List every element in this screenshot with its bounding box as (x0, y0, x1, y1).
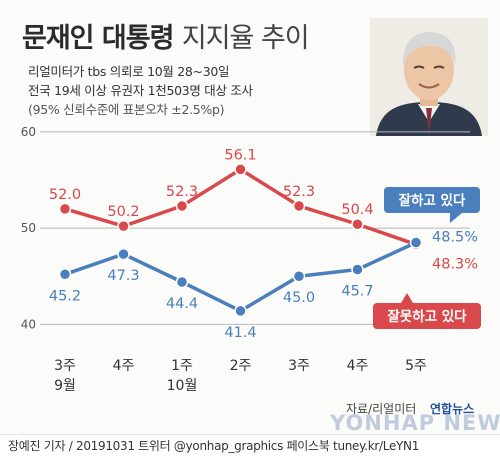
legend-label-disapprove: 잘못하고 있다 (387, 308, 467, 325)
legend-callout-approve (384, 187, 480, 213)
data-label-disapprove: 52.3 (283, 184, 315, 200)
data-label-approve: 48.5% (432, 230, 478, 246)
data-label-approve: 44.4 (166, 296, 198, 312)
title-main: 문재인 대통령 (22, 23, 174, 54)
y-tick-label: 50 (21, 221, 36, 235)
data-source: 자료/리얼미터 (346, 402, 417, 416)
data-label-approve: 41.4 (224, 325, 256, 341)
data-label-disapprove: 56.1 (224, 147, 256, 163)
data-point-disapprove (292, 199, 306, 213)
legend-callout-disapprove (373, 303, 481, 329)
data-label-disapprove: 52.3 (166, 184, 198, 200)
x-tick-label: 4주 (113, 358, 135, 374)
legend-label-approve: 잘하고 있다 (399, 192, 466, 209)
data-point-approve (351, 263, 364, 276)
x-tick-label: 1주 (171, 358, 193, 374)
data-label-approve: 47.3 (107, 268, 139, 284)
x-tick-label: 3주 (288, 358, 310, 374)
data-label-approve: 45.2 (49, 288, 81, 304)
watermark: YONHAP NEWS (330, 411, 500, 435)
data-point-approve (175, 275, 189, 289)
survey-info-line: 리얼미터가 tbs 의뢰로 10월 28~30일 (28, 64, 230, 79)
y-tick-label: 40 (21, 317, 36, 331)
data-point-disapprove (117, 219, 130, 233)
x-tick-month-label: 10월 (167, 378, 198, 394)
survey-info: 리얼미터가 tbs 의뢰로 10월 28~30일 전국 19세 이상 유권자 1… (28, 62, 253, 119)
data-point-disapprove (58, 202, 72, 216)
data-point-approve (292, 269, 306, 283)
data-label-disapprove: 50.2 (107, 204, 139, 220)
title-sub: 지지율 추이 (181, 23, 310, 54)
data-point-disapprove (175, 199, 189, 213)
x-tick-label: 3주 (54, 358, 76, 374)
data-label-disapprove: 52.0 (49, 187, 81, 203)
data-label-disapprove: 48.3% (432, 256, 478, 272)
data-label-disapprove: 50.4 (341, 202, 373, 218)
brand-logo: 연합뉴스 (430, 402, 475, 416)
data-point-disapprove (351, 217, 364, 231)
x-tick-label: 2주 (230, 358, 252, 374)
legend-callout-tail-disapprove (401, 293, 413, 303)
x-tick-label: 4주 (347, 358, 369, 374)
survey-info-line: (95% 신뢰수준에 표본오차 ±2.5%p) (28, 102, 225, 117)
survey-info-line: 전국 19세 이상 유권자 1천503명 대상 조사 (28, 83, 253, 98)
data-point-approve (409, 236, 423, 249)
data-point-disapprove (234, 163, 247, 176)
page-title: 문재인 대통령 지지율 추이 (22, 16, 310, 55)
legend-callout-tail-approve (450, 213, 462, 223)
data-point-approve (58, 268, 72, 281)
y-tick-label: 60 (21, 125, 36, 139)
x-tick-label: 5주 (405, 358, 427, 374)
data-point-approve (234, 304, 247, 318)
data-label-approve: 45.7 (341, 283, 373, 299)
x-tick-month-label: 9월 (54, 378, 76, 394)
credit-footer: 장예진 기자 / 20191031 트위터 @yonhap_graphics 페… (0, 434, 500, 457)
data-label-approve: 45.0 (283, 290, 315, 306)
portrait-illustration (370, 18, 488, 136)
data-point-approve (117, 247, 130, 261)
